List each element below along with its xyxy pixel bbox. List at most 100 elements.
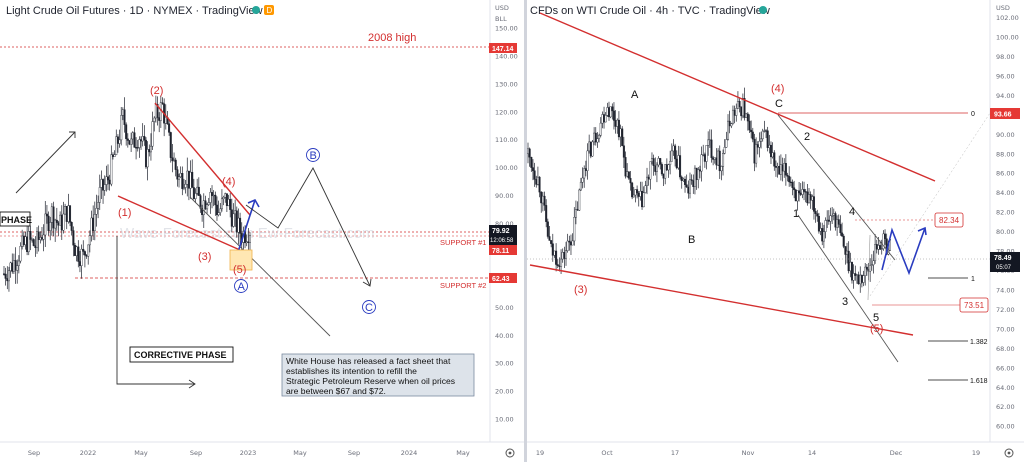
candle-body (806, 191, 809, 204)
candle-body (232, 213, 235, 227)
candle-body (882, 233, 885, 249)
candle-body (178, 176, 181, 180)
candle-body (72, 230, 75, 246)
candle-body (761, 130, 764, 140)
right-chart-title: CFDs on WTI Crude Oil · 4h · TVC · Tradi… (530, 5, 770, 17)
target-box-1 (934, 212, 964, 228)
candle-body (609, 106, 612, 118)
candle-body (596, 138, 599, 143)
candle-body (836, 219, 839, 228)
candle-body (95, 208, 98, 215)
candle-body (37, 231, 40, 240)
candle-body (753, 138, 756, 164)
candle-body (174, 159, 177, 170)
wave-marker-c (362, 300, 376, 314)
candle-body (24, 236, 27, 245)
candle-body (527, 148, 530, 154)
r-wave-a: A (631, 89, 639, 101)
candle-body (862, 275, 865, 283)
candle-body (248, 235, 251, 243)
candle-body (750, 129, 753, 133)
candle-body (781, 164, 784, 172)
candle-body (768, 144, 771, 148)
candle-body (831, 215, 834, 217)
candle-body (206, 204, 209, 210)
candle-body (158, 117, 161, 121)
candle-body (688, 179, 691, 194)
x-tick-label: 19 (972, 449, 980, 457)
y-tick-label: 80.00 (495, 220, 514, 228)
svg-text:93.66: 93.66 (994, 112, 1012, 119)
candle-body (93, 214, 96, 231)
x-tick-label: Oct (601, 449, 613, 457)
candle-body (647, 176, 650, 180)
candle-body (121, 109, 124, 116)
candle-body (859, 274, 862, 285)
candle-body (12, 260, 15, 272)
candle-body (173, 159, 176, 162)
x-tick-label: May (134, 449, 148, 457)
candle-body (571, 240, 574, 246)
candle-body (579, 181, 582, 191)
candle-body (214, 194, 217, 206)
r-wave-i3: 3 (842, 296, 848, 308)
candle-body (741, 98, 744, 117)
candle-body (77, 246, 80, 262)
candle-body (799, 192, 802, 195)
candle-body (791, 181, 794, 188)
candle-body (612, 110, 615, 121)
candle-body (111, 154, 114, 157)
candle-body (209, 192, 212, 203)
candle-body (708, 139, 711, 141)
candle-body (60, 214, 63, 231)
candle-body (875, 244, 878, 250)
candle-body (728, 120, 731, 127)
candle-body (814, 211, 817, 214)
candle-body (217, 212, 220, 216)
candle-body (872, 260, 875, 266)
candle-body (161, 102, 164, 104)
candle-body (182, 187, 185, 189)
x-tick-label: Sep (28, 449, 40, 457)
candle-body (3, 273, 6, 275)
right-wedge-upper (777, 114, 896, 261)
right-axis-currency: USD (996, 4, 1010, 12)
candle-body (578, 189, 581, 211)
candle-body (568, 240, 571, 243)
r-wave-i4: 4 (849, 206, 855, 218)
candle-body (827, 219, 830, 222)
candle-body (197, 186, 200, 196)
candle-body (718, 150, 721, 172)
candle-body (92, 217, 95, 231)
candle-body (841, 232, 844, 237)
candle-body (548, 236, 551, 241)
candle-body (222, 197, 225, 200)
y-tick-label: 74.00 (996, 286, 1015, 294)
candle-body (624, 157, 627, 177)
candle-body (589, 141, 592, 157)
candle-body (556, 264, 559, 266)
candle-body (583, 168, 586, 179)
candle-body (760, 138, 763, 142)
candle-body (665, 164, 668, 171)
y-tick-label: 80.00 (996, 228, 1015, 236)
pane-divider[interactable] (524, 0, 527, 462)
candle-body (626, 171, 629, 177)
candle-body (692, 180, 695, 187)
candle-body (854, 273, 857, 276)
y-tick-label: 86.00 (996, 170, 1015, 178)
left-settings-icon[interactable] (505, 448, 515, 458)
right-settings-icon[interactable] (1004, 448, 1014, 458)
left-axis-mode: BLL (495, 15, 507, 23)
candle-body (670, 150, 673, 162)
candle-body (144, 139, 147, 168)
candle-body (697, 169, 700, 180)
candle-body (707, 139, 710, 146)
candle-body (844, 246, 847, 255)
candle-body (641, 190, 644, 208)
candle-body (621, 128, 624, 146)
label-2008-high: 2008 high (368, 32, 416, 44)
candle-body (581, 177, 584, 183)
candle-body (639, 190, 642, 197)
candle-body (9, 262, 12, 271)
